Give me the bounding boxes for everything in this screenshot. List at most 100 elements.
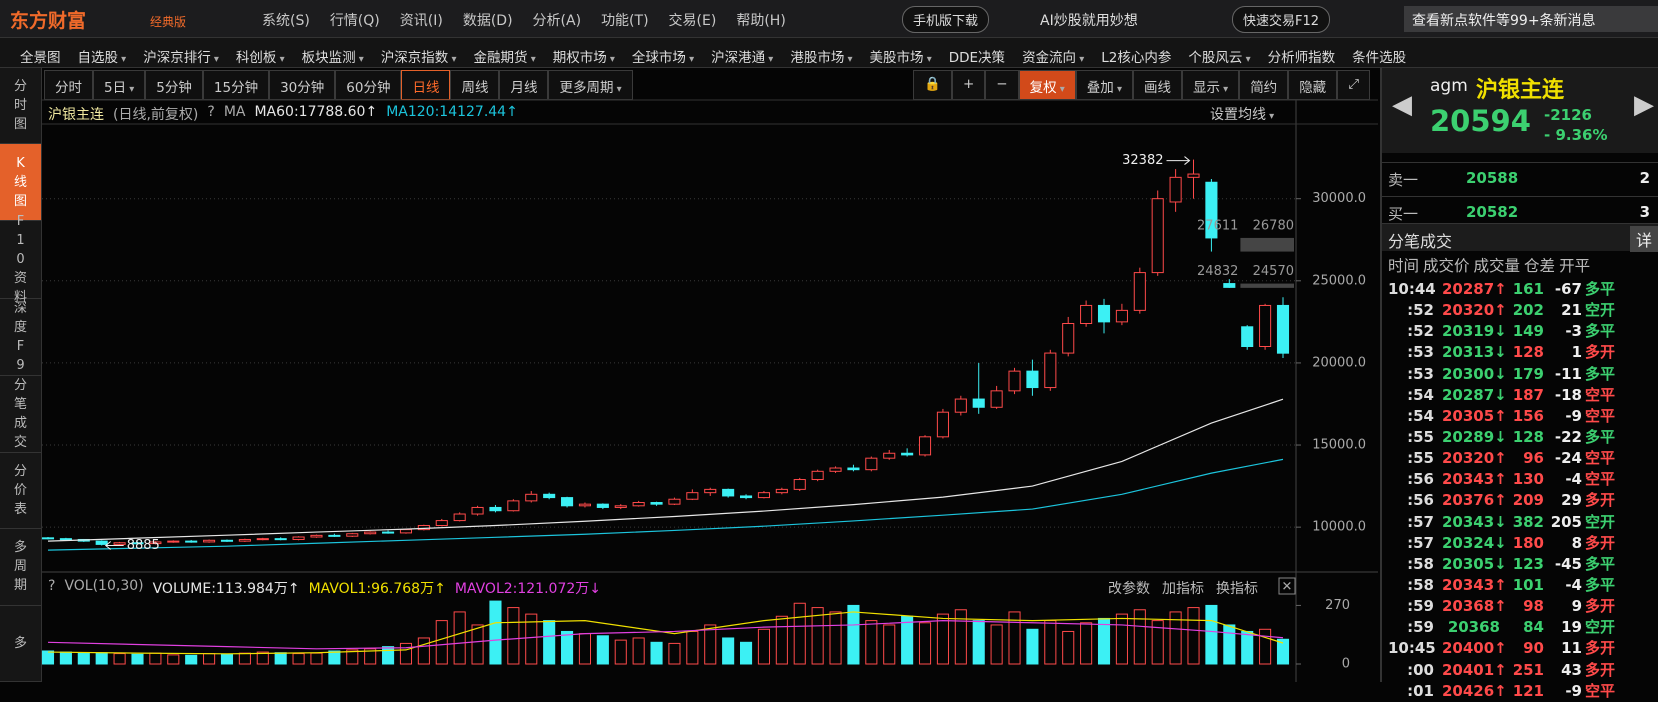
side-tab[interactable]: K线图	[0, 144, 41, 221]
period[interactable]: 30分钟	[269, 70, 336, 100]
nav-item[interactable]: 科创板	[236, 46, 285, 67]
volume-bar	[1151, 620, 1164, 665]
notice[interactable]: 查看新点软件等99+条新消息	[1404, 6, 1658, 32]
nav-item[interactable]: 个股风云	[1188, 46, 1250, 67]
period[interactable]: 日线	[401, 70, 451, 100]
nav-item[interactable]: 沪深港通	[711, 46, 773, 67]
candle-body	[918, 436, 932, 456]
menu-item[interactable]: 功能(T)	[601, 13, 649, 29]
help-icon[interactable]: ?	[207, 104, 215, 120]
candle-body	[256, 538, 269, 541]
next-arrow[interactable]: ▶	[1634, 90, 1654, 120]
menu-item[interactable]: 行情(Q)	[329, 13, 380, 29]
menu-item[interactable]: 资讯(I)	[399, 13, 443, 29]
volume-bar	[811, 607, 824, 665]
nav-item[interactable]: 期权市场	[553, 46, 615, 67]
menu-item[interactable]: 数据(D)	[462, 13, 513, 29]
tick-volume: 180	[1512, 533, 1544, 552]
y-tick-label: 30000.0	[1312, 191, 1366, 206]
nav-item[interactable]: L2核心内参	[1101, 50, 1172, 66]
volume-bar	[596, 635, 609, 665]
volume-bar	[382, 646, 395, 665]
zoom-out[interactable]: −	[985, 70, 1019, 100]
period[interactable]: 15分钟	[202, 70, 270, 100]
menu-item[interactable]: 分析(A)	[532, 13, 582, 29]
tick-volume: 161	[1512, 280, 1544, 298]
side-tab[interactable]: 分时图	[0, 68, 41, 145]
lock-button[interactable]: 🔒	[913, 70, 952, 100]
side-tab[interactable]: 分笔成交	[0, 376, 41, 453]
tick-row: :59 20368 84 19 空开	[1382, 617, 1658, 638]
tick-time: 10:44	[1388, 280, 1436, 298]
volume-action[interactable]: 改参数	[1108, 581, 1150, 597]
side-tab[interactable]: 多周期	[0, 529, 41, 606]
back-arrow[interactable]: ◀	[1392, 90, 1412, 120]
side-tab[interactable]: 多	[0, 606, 41, 683]
tick-type: 空平	[1585, 681, 1616, 700]
tool[interactable]: 叠加	[1075, 70, 1133, 100]
menu-item[interactable]: 交易(E)	[668, 13, 717, 29]
tool[interactable]: 显示	[1181, 70, 1240, 100]
menu-item[interactable]: 帮助(H)	[736, 13, 786, 29]
nav-item[interactable]: 全球市场	[632, 46, 694, 67]
period[interactable]: 60分钟	[335, 70, 402, 100]
zoom-in[interactable]: +	[951, 70, 986, 100]
tick-diff: -67	[1554, 280, 1582, 298]
menu-item[interactable]: 系统(S)	[262, 13, 310, 29]
nav-item[interactable]: 自选股	[78, 46, 127, 67]
nav-item[interactable]: DDE决策	[948, 50, 1006, 66]
nav-item[interactable]: 金融期货	[474, 46, 536, 67]
mobile-button[interactable]: 手机版下载	[902, 6, 990, 33]
volume-bar	[704, 624, 717, 665]
candle-body	[1044, 352, 1057, 389]
tick-time: :54	[1407, 406, 1434, 425]
volume-bar	[561, 630, 574, 665]
nav-item[interactable]: 美股市场	[870, 46, 932, 67]
side-tab[interactable]: 分价表	[0, 453, 41, 530]
logo: 东方财富	[10, 10, 87, 32]
period[interactable]: 周线	[450, 70, 500, 100]
detail-button[interactable]: 详	[1629, 226, 1658, 252]
period[interactable]: 5分钟	[145, 70, 203, 100]
help-icon[interactable]: ?	[48, 578, 56, 594]
nav-item[interactable]: 板块监测	[302, 46, 364, 67]
volume-bar	[238, 652, 251, 665]
column-header: 成交量	[1473, 257, 1521, 275]
volume-bar	[507, 607, 520, 665]
nav-item[interactable]: 港股市场	[790, 46, 852, 67]
tool[interactable]: 画线	[1132, 70, 1182, 100]
volume-bar	[668, 642, 681, 665]
nav-item[interactable]: 资金流向	[1022, 46, 1084, 67]
ai-link[interactable]: AI炒股就用妙想	[1040, 13, 1138, 29]
side-tab[interactable]: 深度F9	[0, 299, 41, 376]
nav-item[interactable]: 沪深京指数	[381, 46, 457, 67]
volume-action[interactable]: 加指标	[1162, 581, 1204, 597]
volume-label: MAVOL2:121.072万↓	[454, 581, 601, 597]
tick-row: :56 20376↑ 209 29 多开	[1382, 490, 1658, 511]
volume-bar	[1241, 630, 1254, 665]
volume-bar	[185, 654, 198, 665]
nav-item[interactable]: 全景图	[20, 50, 61, 66]
tool[interactable]: 简约	[1239, 70, 1289, 100]
ask-row: 卖一 20588 2	[1382, 162, 1658, 189]
period[interactable]: 分时	[44, 70, 93, 100]
column-header: 仓差	[1524, 257, 1556, 275]
period[interactable]: 更多周期	[548, 70, 633, 100]
expand[interactable]: ⤢	[1337, 70, 1370, 100]
volume-action[interactable]: 换指标	[1216, 581, 1258, 597]
volume-bar	[883, 624, 896, 665]
volume-bar	[453, 611, 466, 665]
ma-settings[interactable]: 设置均线	[1210, 104, 1274, 124]
tick-type: 空开	[1585, 618, 1616, 637]
quick-trade[interactable]: 快速交易F12	[1232, 6, 1331, 33]
volume-tick-label: 0	[1342, 657, 1350, 672]
candle-body	[525, 493, 538, 502]
nav-item[interactable]: 分析师指数	[1267, 50, 1336, 66]
side-tab[interactable]: F10资料	[0, 214, 41, 305]
period[interactable]: 月线	[499, 70, 549, 100]
nav-item[interactable]: 条件选股	[1352, 50, 1407, 66]
tool[interactable]: 隐藏	[1288, 70, 1338, 100]
period[interactable]: 5日	[93, 70, 146, 100]
tool[interactable]: 复权	[1018, 70, 1076, 100]
nav-item[interactable]: 沪深京排行	[143, 46, 219, 67]
